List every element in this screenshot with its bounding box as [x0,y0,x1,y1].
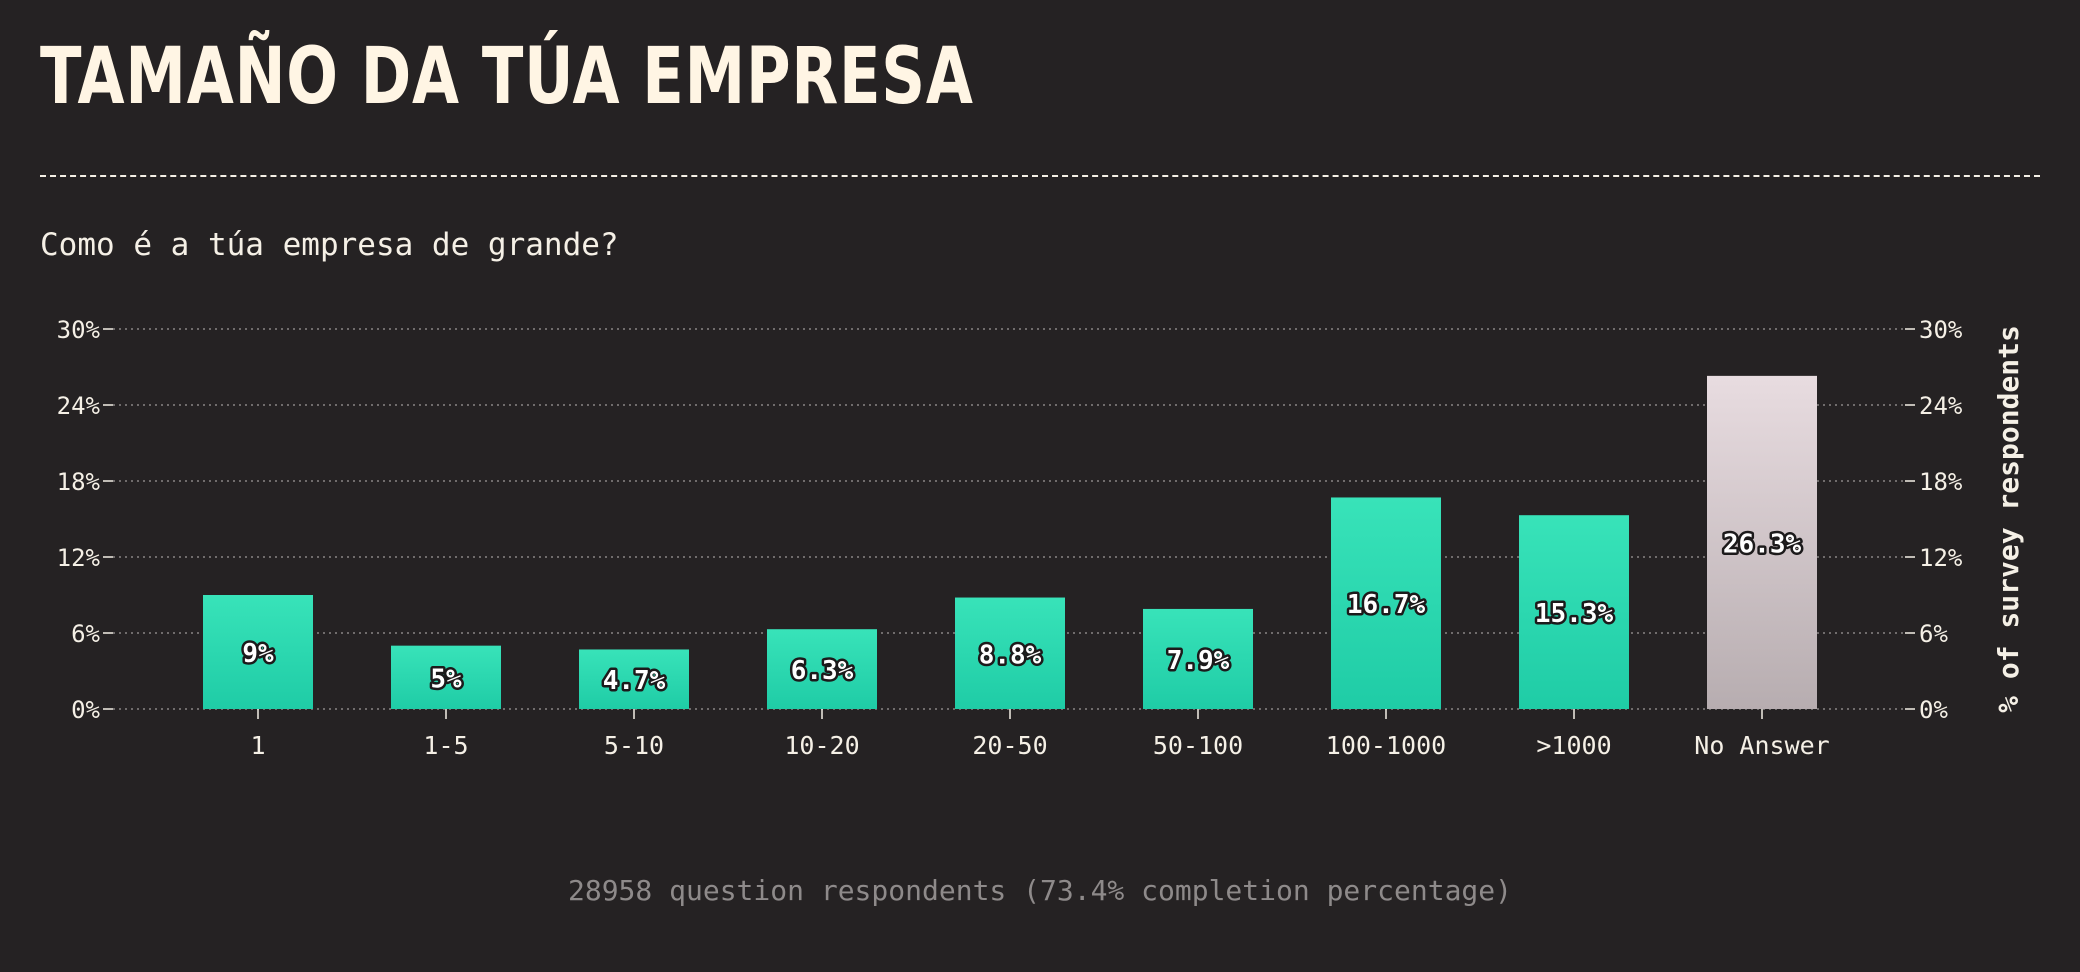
data-labels: 9% 5% 4.7% 6.3% 8.8% 7.9% 16.7% 15.3% 26.3% [240,527,1804,699]
bar-value-label: 4.7% [603,666,666,696]
x-tick-label: 100-1000 [1326,731,1446,760]
bar-0 [203,595,313,709]
title-divider [40,175,2040,177]
bar-value-label: 7.9% [1167,646,1230,676]
x-tick-label: 1 [250,731,265,760]
bar-no-answer [1707,375,1817,709]
y-tick-label-right: 12% [1919,544,1963,572]
bar-6 [1331,497,1441,709]
bars [203,375,1817,709]
bar-value-label: 15.3% [1535,599,1614,629]
y-tick-label-right: 6% [1919,620,1948,648]
bar-3 [767,629,877,709]
y-tick-label-right: 18% [1919,468,1963,496]
x-tick-label: 1-5 [423,731,468,760]
bar-value-label: 16.7% [1347,590,1426,620]
bar-value-label: 5% [430,664,462,694]
bar-chart: 0% 0% 6% 6% 12% 12% 18% 18% 24% 24% 30% 30% % of sur… [57,316,2025,760]
y-tick-label-left: 18% [57,468,101,496]
x-tick-label: 5-10 [604,731,664,760]
x-tick-label: No Answer [1694,731,1829,760]
x-tick-label: 10-20 [784,731,859,760]
y-tick-label-left: 24% [57,392,101,420]
x-tick-label: >1000 [1536,731,1611,760]
y-tick-label-right: 24% [1919,392,1963,420]
y-axis-title: % of survey respondents [1992,325,2025,713]
respondents-footer: 28958 question respondents (73.4% comple… [567,874,1512,907]
x-tick-label: 50-100 [1153,731,1243,760]
y-tick-label-left: 12% [57,544,101,572]
y-tick-label-left: 30% [57,316,101,344]
bar-1 [391,645,501,709]
y-tick-label-left: 6% [71,620,100,648]
bar-value-label: 26.3% [1723,529,1802,559]
question-text: Como é a túa empresa de grande? [40,227,619,263]
bar-value-label: 9% [242,639,274,669]
page-title: TAMAÑO DA TÚA EMPRESA [40,32,974,122]
bar-value-label: 8.8% [979,640,1042,670]
y-tick-label-right: 30% [1919,316,1963,344]
y-tick-label-right: 0% [1919,696,1948,724]
bar-2 [579,649,689,709]
bar-value-label: 6.3% [791,656,854,686]
bar-7 [1519,515,1629,709]
x-tick-label: 20-50 [972,731,1047,760]
axes: 0% 0% 6% 6% 12% 12% 18% 18% 24% 24% 30% 30% % of sur… [57,316,2025,760]
bar-4 [955,597,1065,709]
y-tick-label-left: 0% [71,696,100,724]
bar-5 [1143,608,1253,709]
